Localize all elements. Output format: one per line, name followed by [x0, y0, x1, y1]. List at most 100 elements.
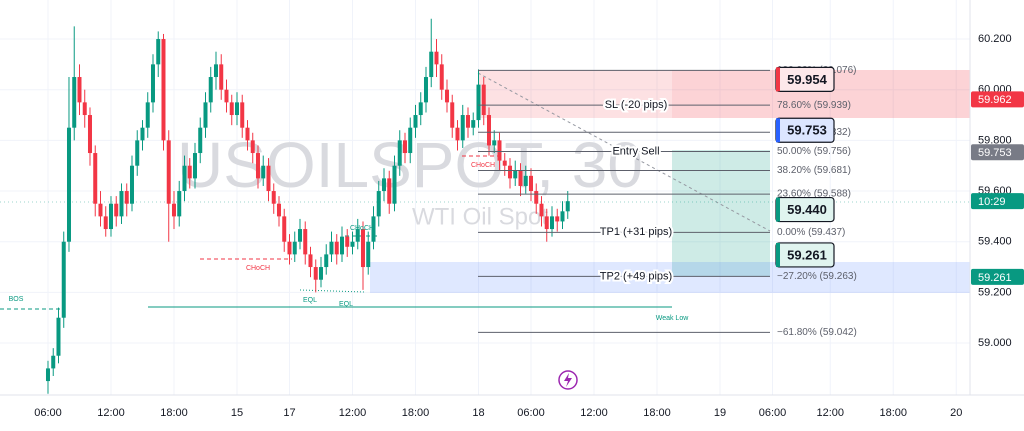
candle-body [413, 115, 418, 128]
candle-body [549, 216, 554, 230]
x-tick-label: 15 [231, 407, 243, 419]
candle-body [182, 165, 187, 192]
price-box-accent [776, 197, 780, 222]
trend-line [477, 72, 771, 232]
candle-body [245, 127, 250, 141]
candle-body [224, 89, 229, 103]
candle-body [350, 241, 355, 247]
candle-body [387, 178, 392, 204]
candle-body [460, 115, 465, 141]
overlay: 100.00% (60.076)78.60% (59.939)61.80% (5… [9, 65, 857, 338]
candle-body [560, 211, 565, 222]
x-tick-label: 18 [472, 407, 484, 419]
candle-body [292, 241, 297, 255]
price-box-label: 59.954 [787, 72, 828, 87]
candle-body [355, 229, 360, 242]
structure-label: Weak Low [656, 315, 689, 322]
axis-tag-label: 59.753 [978, 147, 1012, 159]
y-tick-label: 59.400 [978, 236, 1012, 248]
candle-body [129, 165, 134, 204]
candle-body [471, 120, 476, 128]
structure-label: BOS [9, 296, 24, 303]
candle-body [114, 203, 119, 217]
candle-body [119, 191, 124, 217]
watermark-subtitle: WTI Oil Spot [412, 203, 548, 230]
y-tick-label: 59.000 [978, 337, 1012, 349]
x-tick-label: 06:00 [34, 407, 62, 419]
candle-body [166, 140, 171, 204]
structure-label: EQL [303, 297, 317, 304]
lightning-icon[interactable] [558, 370, 578, 390]
candle-body [381, 178, 386, 192]
candle-body [565, 201, 570, 212]
candle-body [66, 127, 71, 242]
candle-body [135, 140, 140, 166]
x-tick-label: 19 [714, 407, 726, 419]
fib-label: 78.60% (59.939) [777, 100, 851, 111]
candle-body [234, 102, 239, 116]
candle-body [408, 127, 413, 154]
x-tick-label: 20 [950, 407, 962, 419]
candle-body [444, 89, 449, 103]
candle-body [140, 127, 145, 141]
candle-body [187, 165, 192, 179]
candle-body [534, 191, 539, 204]
candle-body [250, 140, 255, 154]
candle-body [507, 165, 512, 179]
axes: 59.00059.20059.40059.60059.80060.00060.2… [34, 33, 1024, 419]
x-tick-label: 17 [283, 407, 295, 419]
candle-body [308, 254, 313, 268]
price-box-accent [776, 67, 780, 92]
candle-body [486, 115, 491, 146]
candle-body [261, 165, 266, 179]
price-axis [970, 0, 1024, 431]
candle-body [544, 216, 549, 230]
candle-body [192, 153, 197, 179]
candle-body [492, 140, 497, 146]
candle-body [539, 203, 544, 217]
y-tick-label: 60.200 [978, 33, 1012, 45]
x-tick-label: 12:00 [816, 407, 844, 419]
axis-tag-label: 59.261 [978, 272, 1012, 284]
price-box-label: 59.261 [787, 247, 827, 262]
x-tick-label: 18:00 [160, 407, 188, 419]
candle-body [77, 77, 82, 103]
candle-body [271, 191, 276, 204]
fib-label: 38.20% (59.681) [777, 165, 851, 176]
time-axis [0, 395, 970, 431]
axis-tag-label: 59.962 [978, 94, 1012, 106]
structure-label: CHoCH [246, 265, 270, 272]
candle-body [313, 267, 318, 280]
x-tick-label: 18:00 [643, 407, 671, 419]
x-tick-label: 12:00 [97, 407, 125, 419]
candle-body [82, 102, 87, 116]
candle-body [229, 102, 234, 116]
candle-body [360, 229, 365, 268]
candle-body [161, 39, 166, 141]
candle-body [177, 191, 182, 217]
trade-label: Entry Sell [612, 145, 659, 157]
candle-body [329, 241, 334, 255]
trade-label: TP2 (+49 pips) [600, 270, 672, 282]
demand-zone [370, 262, 970, 293]
candle-body [266, 165, 271, 192]
x-tick-label: 12:00 [339, 407, 367, 419]
price-box-label: 59.753 [787, 123, 827, 138]
axis-tag [971, 268, 1024, 285]
candle-body [93, 153, 98, 204]
axis-tag [971, 193, 1024, 210]
candle-body [72, 77, 77, 128]
candle-body [339, 236, 344, 255]
candle-body [276, 203, 281, 217]
icon-bolt[interactable] [564, 373, 572, 387]
candle-body [145, 102, 150, 128]
structure-label: CHoCH [471, 162, 495, 169]
target-zone [672, 150, 770, 276]
candle-body [303, 229, 308, 255]
candle-body [518, 170, 523, 186]
candle-body [450, 102, 455, 128]
candle-body [287, 241, 292, 255]
axis-tag-label: 10:29 [978, 196, 1006, 208]
